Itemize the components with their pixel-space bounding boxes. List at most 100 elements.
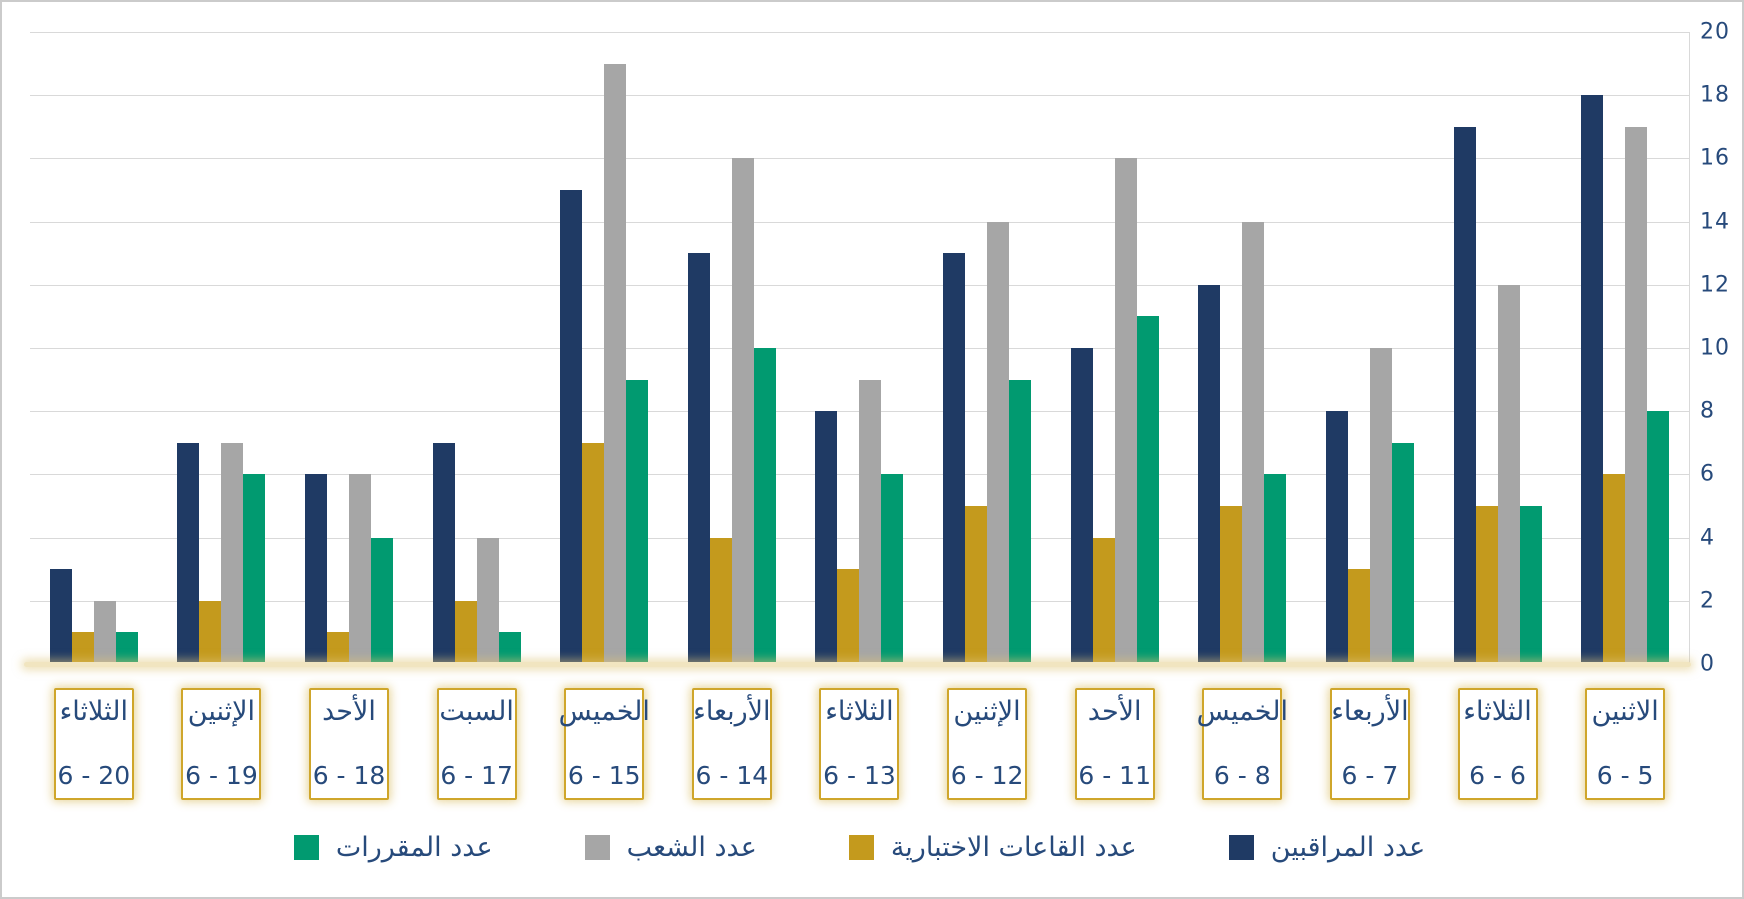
bar[interactable]: [1625, 126, 1648, 664]
bar[interactable]: [1581, 95, 1604, 664]
x-label-date: 6 - 12: [950, 761, 1024, 790]
bar[interactable]: [1264, 474, 1287, 664]
x-label-date: 6 - 5: [1596, 761, 1654, 790]
gridline-16: [30, 158, 1689, 160]
bar[interactable]: [859, 379, 882, 664]
legend-item[interactable]: عدد الشعب: [584, 832, 757, 863]
bar[interactable]: [731, 158, 754, 664]
bar[interactable]: [49, 569, 72, 664]
y-tick-label-16: 16: [1700, 145, 1730, 171]
bar[interactable]: [1453, 126, 1476, 664]
bar[interactable]: [1092, 537, 1115, 664]
legend-item[interactable]: عدد المراقبين: [1228, 832, 1425, 863]
x-label-date: 6 - 15: [567, 761, 641, 790]
x-label-box: الخميس 6 - 15: [559, 688, 650, 800]
bar[interactable]: [1114, 158, 1137, 664]
legend-swatch-icon: [584, 835, 610, 860]
bar[interactable]: [1369, 348, 1392, 664]
bars-area: [30, 32, 1689, 664]
bar[interactable]: [965, 506, 988, 664]
y-tick-label-14: 14: [1700, 209, 1730, 235]
x-label-date: 6 - 11: [1078, 761, 1151, 790]
x-label-box: الثلاثاء 6 - 20: [53, 688, 134, 800]
bar[interactable]: [1603, 474, 1626, 664]
bar[interactable]: [371, 537, 394, 664]
bar[interactable]: [560, 190, 583, 664]
x-label-date: 6 - 14: [695, 761, 769, 790]
bar[interactable]: [987, 221, 1010, 664]
bar[interactable]: [476, 537, 499, 664]
y-tick-label-12: 12: [1700, 272, 1730, 298]
y-tick-label-10: 10: [1700, 335, 1730, 361]
bar[interactable]: [305, 474, 328, 664]
legend-label: عدد المقررات: [335, 832, 493, 863]
x-label-day: الأربعاء: [693, 696, 771, 727]
bar[interactable]: [1325, 411, 1348, 664]
legend-label: عدد الشعب: [626, 832, 757, 863]
x-label-box: الأربعاء 6 - 14: [691, 688, 772, 800]
x-label-cell: الإثنين 6 - 19: [158, 688, 286, 800]
gridline-12: [30, 284, 1689, 286]
legend-swatch-icon: [293, 835, 319, 860]
bar-group-6-20: [30, 32, 158, 664]
bar[interactable]: [199, 600, 222, 664]
bar[interactable]: [1198, 284, 1221, 664]
bar[interactable]: [837, 569, 860, 664]
x-label-box: الأربعاء 6 - 7: [1329, 688, 1410, 800]
bar[interactable]: [327, 632, 350, 664]
x-label-day: السبت: [439, 696, 514, 727]
bar[interactable]: [1009, 379, 1032, 664]
bar[interactable]: [1220, 506, 1243, 664]
bar[interactable]: [1647, 411, 1670, 664]
bar[interactable]: [243, 474, 266, 664]
bar[interactable]: [221, 442, 244, 664]
bar[interactable]: [177, 442, 200, 664]
bar[interactable]: [1475, 506, 1498, 664]
x-axis-labels: الثلاثاء 6 - 20 الإثنين 6 - 19 الأحد 6 - 18 ال…: [2, 664, 1742, 800]
bar[interactable]: [1070, 348, 1093, 664]
bar-group-6-18: [285, 32, 413, 664]
y-tick-label-18: 18: [1700, 82, 1730, 108]
bar[interactable]: [454, 600, 477, 664]
legend-item[interactable]: عدد المقررات: [293, 832, 493, 863]
x-label-date: 6 - 17: [440, 761, 513, 790]
bar-group-6-5: [1561, 32, 1689, 664]
bar[interactable]: [815, 411, 838, 664]
bar[interactable]: [1391, 442, 1414, 664]
bar[interactable]: [1497, 284, 1520, 664]
plot-row: 0 2 4 6 8 10 12 14 16 18 20: [2, 2, 1742, 677]
bar[interactable]: [1347, 569, 1370, 664]
bar[interactable]: [709, 537, 732, 664]
bar-group-6-11: [1051, 32, 1179, 664]
bar[interactable]: [943, 253, 966, 664]
bar[interactable]: [604, 63, 627, 664]
bar[interactable]: [582, 442, 605, 664]
plot-area: [24, 32, 1691, 667]
bar[interactable]: [498, 632, 521, 664]
gridline-20: [30, 32, 1689, 33]
bar[interactable]: [1519, 506, 1542, 664]
bar[interactable]: [626, 379, 649, 664]
bar[interactable]: [93, 600, 116, 664]
legend-item[interactable]: عدد القاعات الاختبارية: [848, 832, 1137, 863]
x-label-day: الإثنين: [953, 696, 1021, 727]
bar[interactable]: [753, 348, 776, 664]
x-label-cell: السبت 6 - 17: [413, 688, 541, 800]
x-label-day: الإثنين: [187, 696, 256, 727]
x-label-date: 6 - 19: [185, 761, 258, 790]
bar[interactable]: [1136, 316, 1159, 664]
bar[interactable]: [115, 632, 138, 664]
bar[interactable]: [71, 632, 94, 664]
x-label-day: الثلاثاء: [59, 696, 129, 727]
x-label-cell: الإثنين 6 - 12: [923, 688, 1051, 800]
bar[interactable]: [349, 474, 372, 664]
bar[interactable]: [881, 474, 904, 664]
bar[interactable]: [1242, 221, 1265, 664]
bar-group-6-13: [796, 32, 924, 664]
x-label-cell: الخميس 6 - 8: [1178, 688, 1306, 800]
x-label-day: الأحد: [322, 696, 376, 727]
bar[interactable]: [432, 442, 455, 664]
bar-group-6-6: [1434, 32, 1562, 664]
x-label-box: الأحد 6 - 18: [309, 688, 390, 800]
bar[interactable]: [687, 253, 710, 664]
